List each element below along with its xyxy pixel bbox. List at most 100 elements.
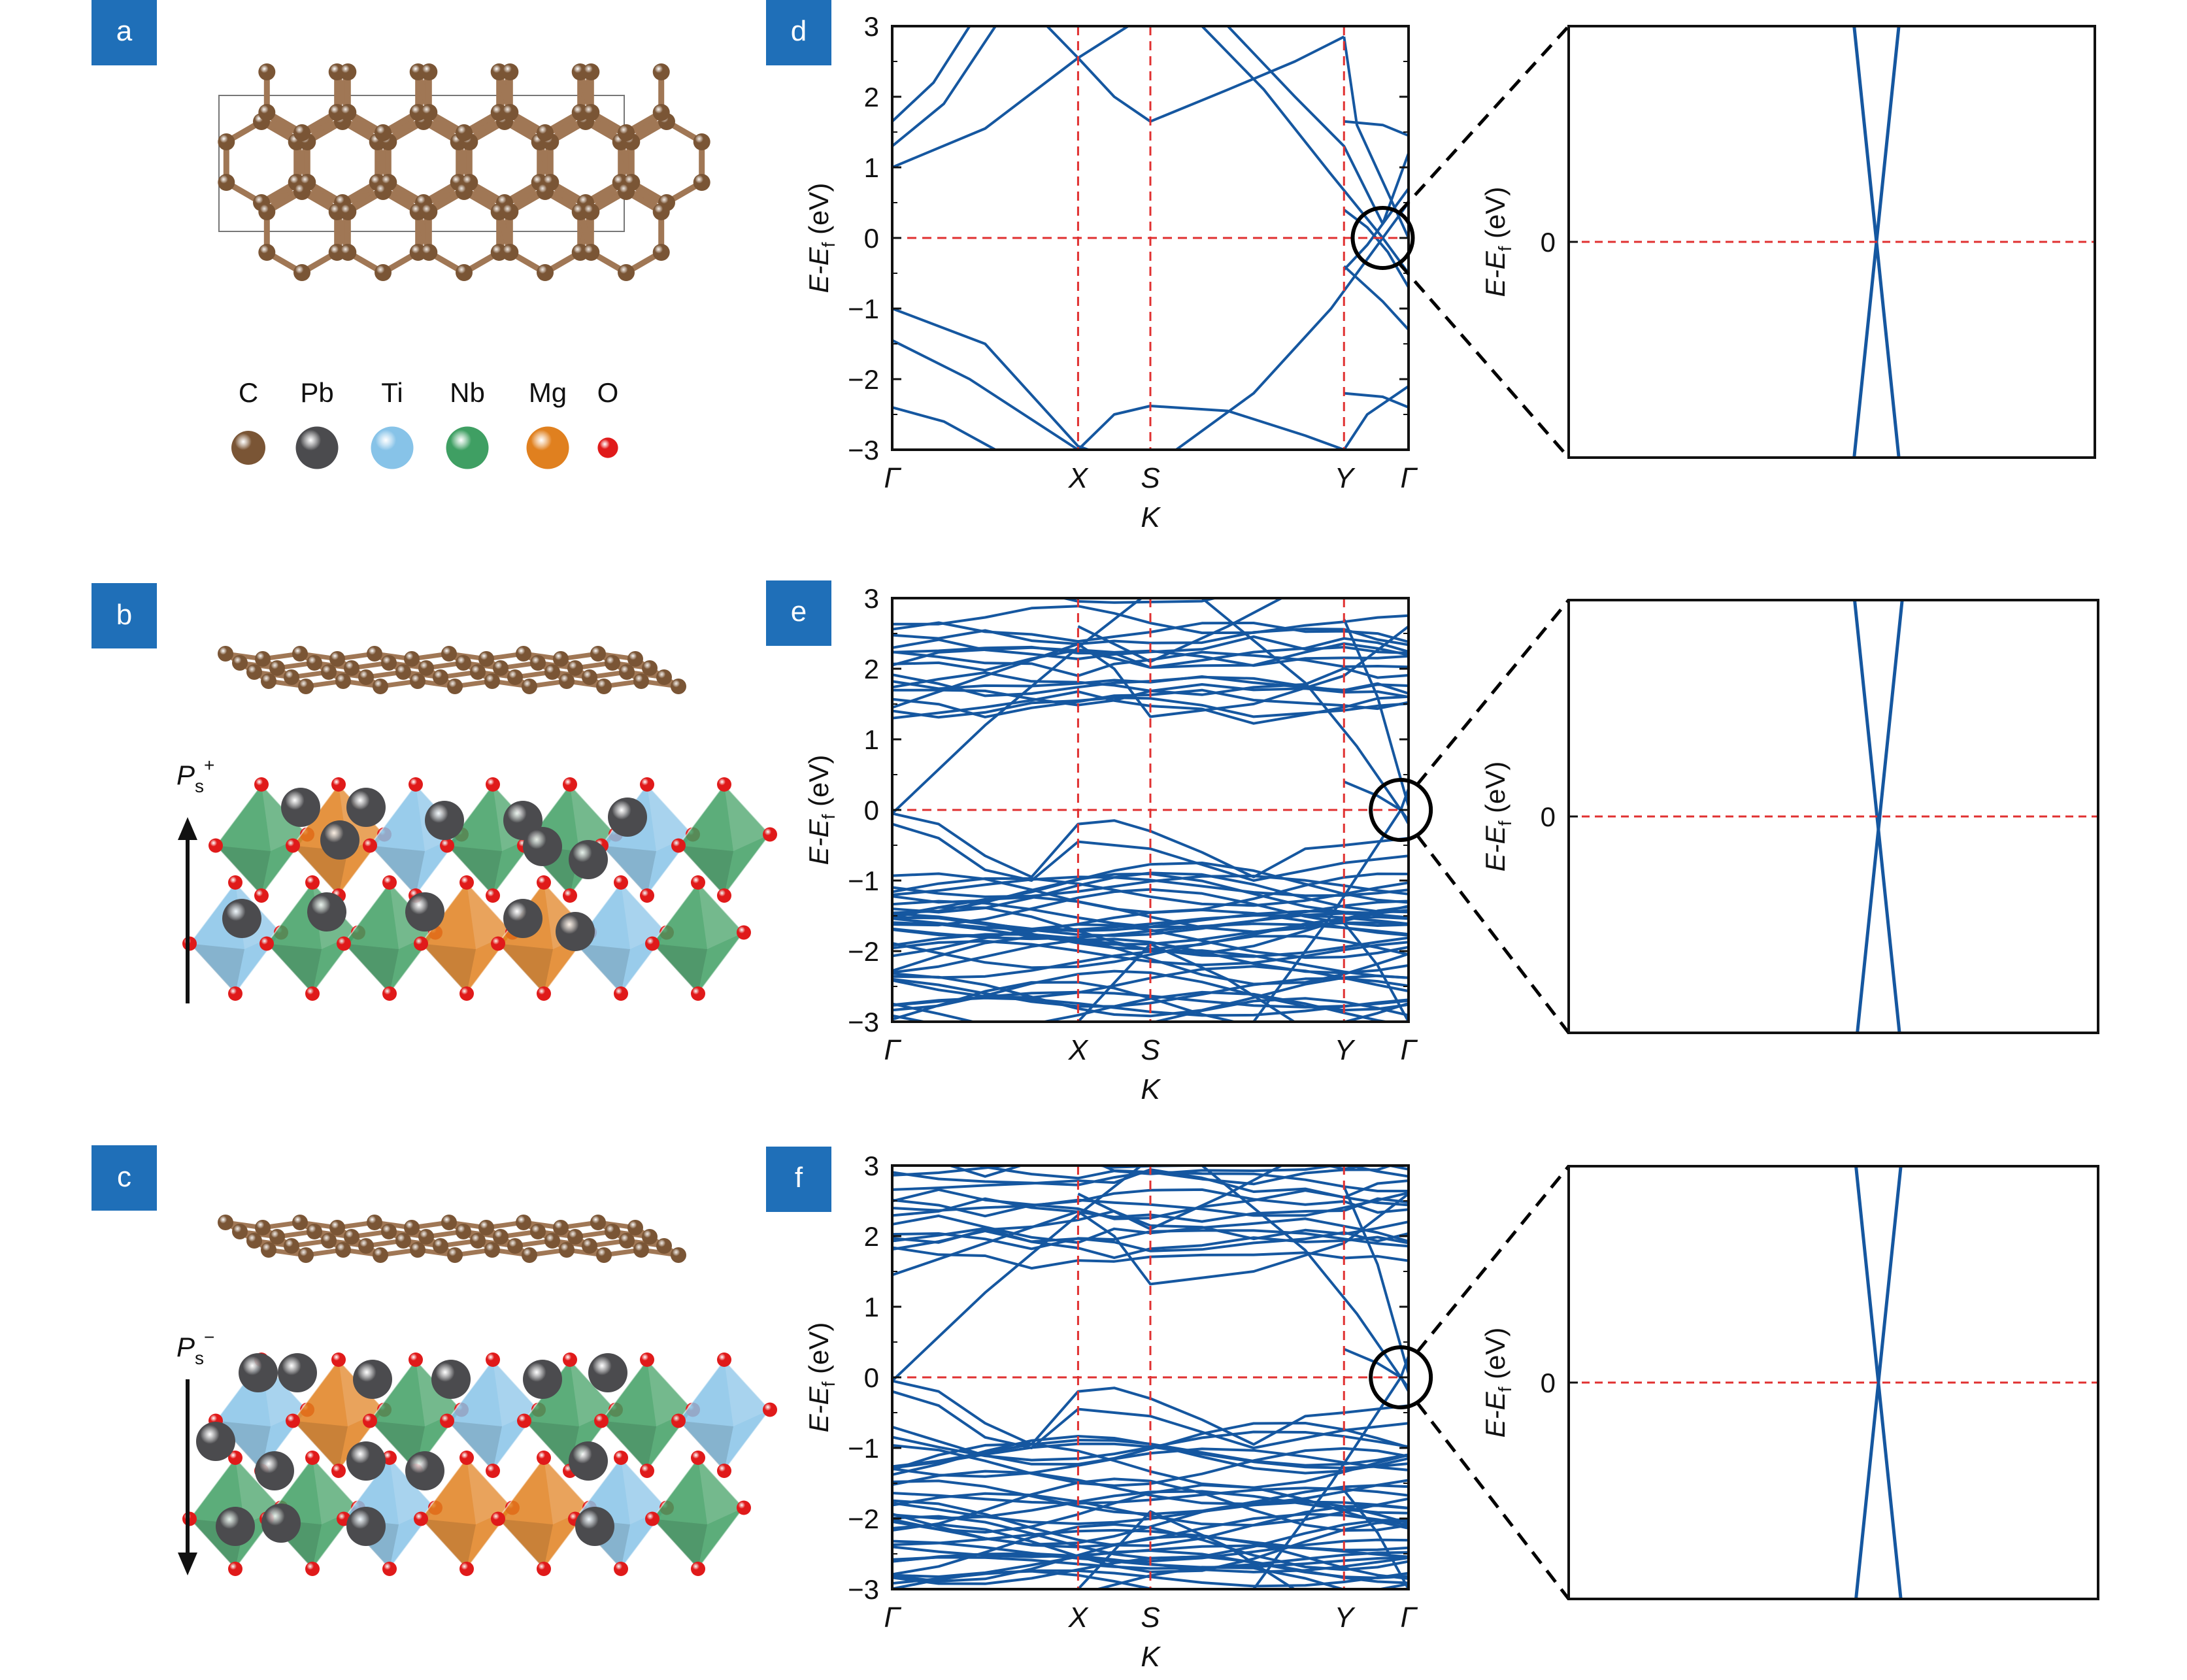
carbon-atom xyxy=(642,660,658,676)
band-line xyxy=(892,877,1409,907)
ytick-label: 0 xyxy=(864,795,879,826)
lead-atom xyxy=(346,1507,386,1546)
carbon-atom xyxy=(292,646,308,662)
ti-octahedron-facet xyxy=(575,943,630,994)
carbon-atom xyxy=(232,1224,248,1239)
zoom-y-axis-label: E-Ef (eV) xyxy=(1480,1328,1515,1438)
ti-octahedron-facet xyxy=(190,943,244,994)
lead-atom xyxy=(239,1353,278,1392)
ylabel-unit: (eV) xyxy=(1480,762,1511,821)
ytick-label: 1 xyxy=(864,1292,879,1322)
carbon-atom xyxy=(258,104,276,121)
band-line xyxy=(892,1551,1409,1570)
lead-atom xyxy=(320,820,359,860)
band-line xyxy=(1077,1166,1284,1231)
oxygen-atom xyxy=(517,1413,531,1428)
carbon-atom xyxy=(293,124,310,141)
carbon-atom xyxy=(618,183,635,200)
oxygen-atom xyxy=(691,1562,705,1576)
polarization-arrow-up-head xyxy=(178,817,197,840)
oxygen-atom xyxy=(459,1451,474,1465)
ylabel-main: E-E xyxy=(1480,1391,1511,1437)
mg-octahedron-facet xyxy=(467,1458,512,1524)
kpoint-label: X xyxy=(1068,1602,1089,1634)
band-line xyxy=(1343,209,1409,288)
carbon-atom xyxy=(358,1238,374,1254)
nb-octahedron-facet xyxy=(570,784,616,851)
band-line xyxy=(892,1483,1409,1534)
carbon-atom xyxy=(590,646,606,662)
oxygen-atom xyxy=(337,936,351,951)
carbon-atom xyxy=(559,1242,575,1258)
lead-atom xyxy=(569,840,608,879)
panel-label-d-box xyxy=(766,0,831,65)
oxygen-atom xyxy=(671,1413,686,1428)
lead-atom xyxy=(255,1451,294,1490)
oxygen-atom xyxy=(537,875,551,890)
band-line xyxy=(1077,1510,1297,1589)
carbon-atom xyxy=(507,669,523,685)
kpoint-label: Γ xyxy=(1400,1602,1418,1634)
zoom-connector-bottom xyxy=(1397,262,1570,459)
carbon-atom xyxy=(339,203,357,220)
ylabel-main: E-E xyxy=(803,246,834,293)
polarization-sub: s xyxy=(195,1348,204,1368)
oxygen-atom xyxy=(486,888,500,903)
carbon-atom xyxy=(418,660,434,676)
panel-label-a-text: a xyxy=(116,15,133,47)
panel-label-e: e xyxy=(766,580,831,646)
polarization-sup: + xyxy=(204,755,214,775)
oxygen-atom xyxy=(645,1511,659,1526)
oxygen-atom xyxy=(382,986,397,1001)
panel-label-d-text: d xyxy=(791,15,807,47)
carbon-atom xyxy=(456,1224,471,1239)
band-line xyxy=(1343,1347,1409,1389)
carbon-atom xyxy=(652,104,670,121)
ytick-label: 1 xyxy=(864,724,879,755)
kpoint-label: Γ xyxy=(884,462,901,494)
carbon-atom xyxy=(582,669,597,685)
panel-label-b-box xyxy=(92,583,157,648)
oxygen-atom xyxy=(414,1511,428,1526)
carbon-atom xyxy=(656,669,672,685)
zoom-bands xyxy=(1854,1166,1903,1599)
oxygen-atom xyxy=(691,875,705,890)
band-line xyxy=(1201,26,1409,275)
carbon-atom xyxy=(375,264,392,281)
oxygen-atom xyxy=(491,1511,505,1526)
legend-swatch-nb xyxy=(446,426,489,469)
oxygen-atom xyxy=(254,888,269,903)
carbon-atom xyxy=(456,264,473,281)
panel-label-e-text: e xyxy=(791,596,807,628)
carbon-atom xyxy=(544,1233,560,1249)
carbon-atom xyxy=(433,1238,448,1254)
carbon-atom xyxy=(218,646,233,662)
carbon-atom xyxy=(447,1247,463,1263)
ylabel-unit: (eV) xyxy=(1480,187,1511,246)
panel-label-f-text: f xyxy=(795,1162,803,1194)
carbon-atom xyxy=(339,63,357,80)
nb-octahedron-facet xyxy=(312,1458,358,1524)
carbon-atom xyxy=(410,1242,426,1258)
carbon-atom xyxy=(433,669,448,685)
oxygen-atom xyxy=(228,986,242,1001)
carbon-atom xyxy=(284,1238,299,1254)
carbon-atom xyxy=(530,655,546,671)
lead-atom xyxy=(307,892,346,932)
carbon-atom xyxy=(470,1233,486,1249)
zoom-connector-bottom xyxy=(1416,834,1570,1034)
carbon-atom xyxy=(596,1247,612,1263)
carbon-atom xyxy=(522,679,537,694)
carbon-atom xyxy=(590,1215,606,1230)
carbon-atom xyxy=(232,655,248,671)
dirac-point-circle xyxy=(1369,778,1433,842)
carbon-atom xyxy=(553,1220,569,1235)
carbon-atom xyxy=(627,1220,643,1235)
mg-octahedron-facet xyxy=(498,943,553,994)
ti-octahedron-facet xyxy=(601,845,656,896)
kpoint-label: S xyxy=(1141,1602,1160,1634)
zoom-y-axis-label: E-Ef (eV) xyxy=(1480,187,1515,297)
kpoint-label: Γ xyxy=(884,1034,901,1066)
